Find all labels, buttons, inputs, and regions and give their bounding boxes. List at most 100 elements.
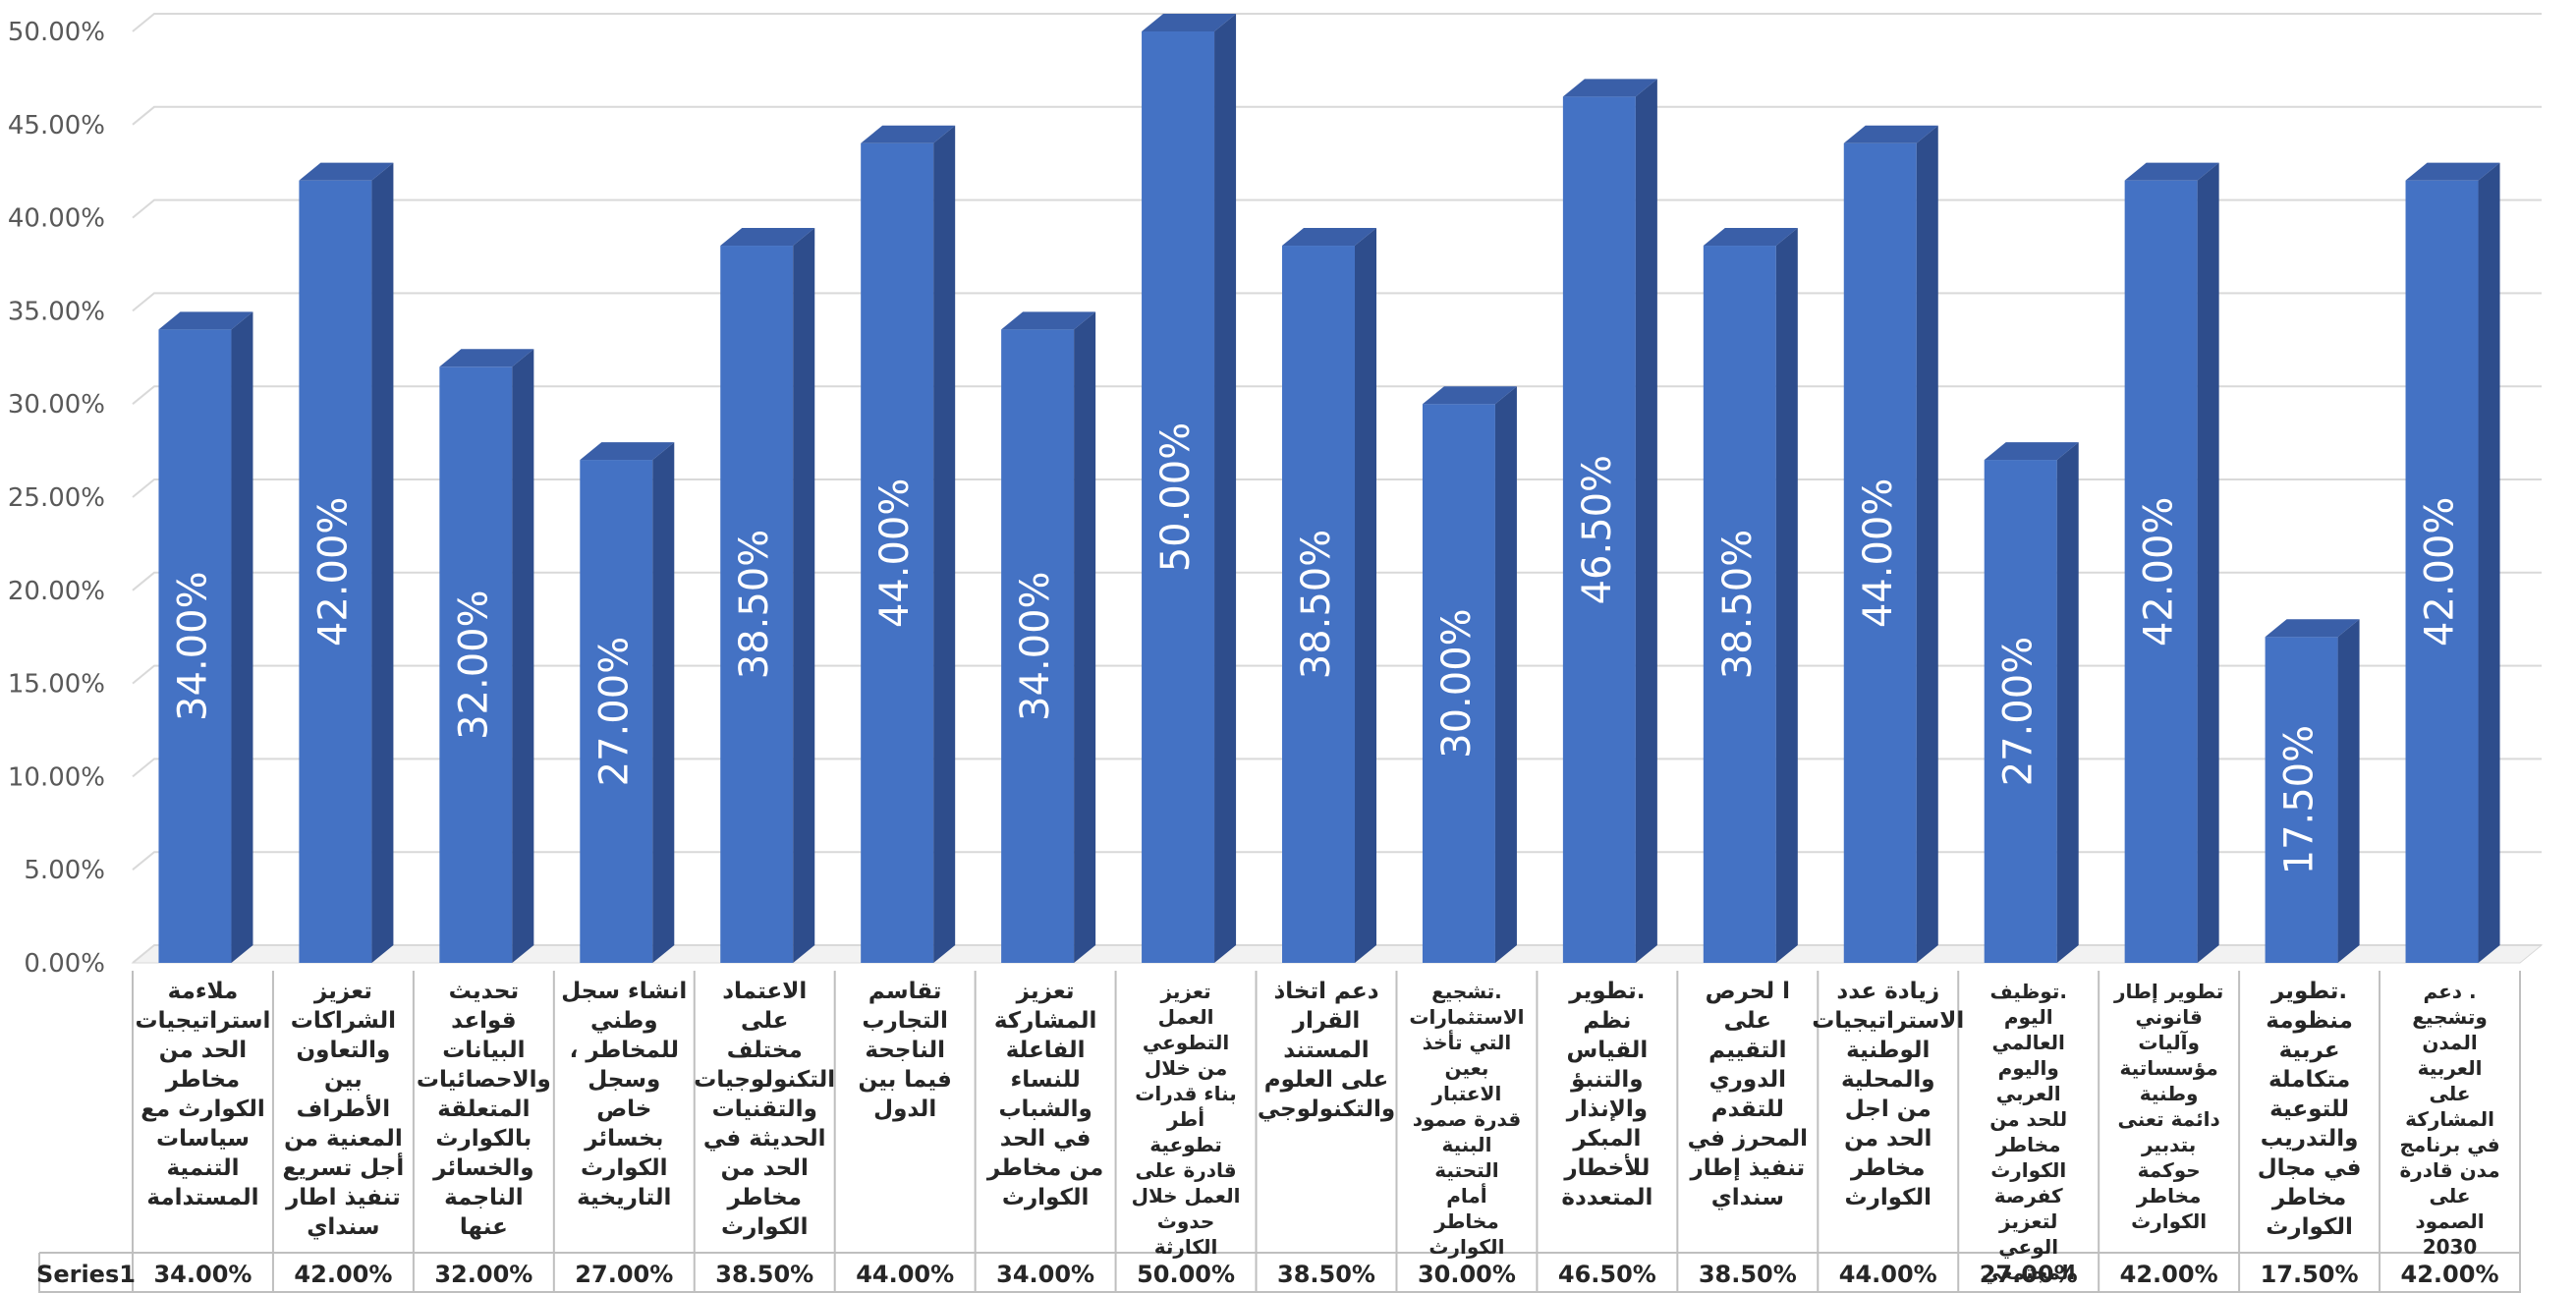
bar-top: [1142, 14, 1237, 31]
bar-side: [231, 311, 253, 963]
bar: [1001, 329, 1075, 963]
y-tick-label: 40.00%: [8, 204, 105, 234]
data-label: 17.50%: [2277, 725, 2323, 875]
bar-top: [299, 162, 394, 181]
data-label: 27.00%: [591, 637, 637, 787]
bar: [1422, 404, 1495, 963]
y-tick-label: 0.00%: [24, 949, 105, 979]
gridline: [132, 105, 2542, 126]
category-label: تطوير إطار قانوني وآليات مؤسساتية وطنية دائمة…: [2113, 980, 2223, 1233]
category-label: تعزيز الشراكات والتعاون بين الأطراف المعنية م…: [283, 979, 405, 1240]
bar-top: [720, 228, 815, 247]
table-value: 44.00%: [1839, 1261, 1937, 1288]
bar: [1843, 142, 1917, 963]
category-label: .تشجيع الاستثمارات التي تأخذ بعين الاعتبار قد…: [1409, 980, 1524, 1259]
data-label: 42.00%: [2137, 497, 2182, 647]
bar-top: [1984, 442, 2079, 461]
category-label: تعزيز العمل التطوعي من خلال بناء قدرات أطر تطو…: [1132, 980, 1241, 1259]
gridline: [132, 198, 2542, 219]
bar: [2124, 180, 2198, 963]
category-label: .تطوير منظومة عربية متكاملة للتوعية والتدريب ف…: [2258, 979, 2362, 1240]
data-label: 38.50%: [1294, 530, 1339, 680]
table-value: 38.50%: [1277, 1261, 1375, 1288]
table-value: 42.00%: [2120, 1261, 2218, 1288]
category-label: ا لحرص على التقييم الدوري للتقدم المحرز في تنف…: [1688, 979, 1808, 1210]
bar-top: [1843, 125, 1938, 143]
bar-side: [371, 162, 394, 963]
data-label: 34.00%: [1013, 571, 1058, 721]
table-value: 44.00%: [856, 1261, 954, 1288]
bar-top: [1703, 228, 1798, 247]
bar: [158, 329, 232, 963]
bar-side: [1074, 311, 1096, 963]
category-label: .توظيف اليوم العالمي واليوم العربي للحد من مخا…: [1982, 980, 2075, 1285]
table-value: 50.00%: [1137, 1261, 1235, 1288]
bar-side: [1775, 228, 1798, 964]
table-value: 34.00%: [153, 1261, 252, 1288]
bar-side: [512, 349, 534, 963]
y-tick-label: 45.00%: [8, 111, 105, 141]
data-label: 46.50%: [1575, 455, 1620, 605]
bar-side: [1916, 125, 1938, 963]
bar-top: [1422, 386, 1517, 405]
bar-top: [2405, 162, 2500, 181]
bar-side: [1635, 79, 1657, 964]
data-label: 42.00%: [310, 497, 356, 647]
bar-top: [861, 125, 956, 143]
table-value: 42.00%: [2401, 1261, 2499, 1288]
data-label: 44.00%: [872, 478, 918, 629]
bar-top: [439, 349, 534, 367]
bar-side: [2337, 619, 2360, 963]
bar-side: [2056, 442, 2079, 964]
bar: [1142, 31, 1215, 963]
y-tick-label: 25.00%: [8, 483, 105, 513]
table-value: 34.00%: [996, 1261, 1094, 1288]
bar-side: [2197, 162, 2219, 963]
y-tick-label: 35.00%: [8, 297, 105, 326]
data-label: 30.00%: [1434, 608, 1480, 759]
category-label: انشاء سجل وطني للمخاطر ، وسجل خاص بخسائر الكوا…: [561, 979, 687, 1210]
data-label: 27.00%: [1996, 637, 2042, 787]
category-label: دعم اتخاذ القرار المستند على العلوم والتكنول…: [1258, 979, 1395, 1122]
bar: [1984, 460, 2057, 963]
data-label: 38.50%: [1715, 530, 1761, 680]
bar-top: [2124, 162, 2219, 181]
bar: [720, 246, 794, 964]
y-tick-label: 15.00%: [8, 670, 105, 700]
table-value: 30.00%: [1418, 1261, 1516, 1288]
bar-side: [1214, 14, 1237, 963]
bar-side: [933, 125, 956, 963]
bar-top: [1282, 228, 1376, 247]
bar-side: [793, 228, 815, 964]
data-label: 42.00%: [2418, 497, 2463, 647]
table-value: 38.50%: [715, 1261, 813, 1288]
bar: [2265, 637, 2338, 963]
bar: [1703, 246, 1776, 964]
bar-top: [1001, 311, 1096, 330]
category-label: الاعتماد على مختلف التكنولوجيات والتقنيات الح…: [694, 979, 835, 1240]
bar: [1282, 246, 1355, 964]
y-tick-label: 30.00%: [8, 390, 105, 420]
bar-side: [1494, 386, 1517, 963]
y-tick-label: 50.00%: [8, 18, 105, 47]
table-value: 32.00%: [434, 1261, 532, 1288]
bar: [1562, 96, 1636, 964]
y-tick-label: 5.00%: [24, 856, 105, 885]
bar: [299, 180, 372, 963]
gridline: [132, 13, 2542, 32]
data-label: 34.00%: [170, 571, 215, 721]
category-label: تقاسم التجارب الناجحة فيما بين الدول: [859, 979, 952, 1122]
bar: [439, 366, 513, 963]
bar-top: [1562, 79, 1657, 97]
data-label: 38.50%: [732, 530, 777, 680]
bar-top: [2265, 619, 2360, 638]
y-tick-label: 10.00%: [8, 762, 105, 792]
bar: [580, 460, 653, 963]
y-tick-label: 20.00%: [8, 577, 105, 606]
bar: [2405, 180, 2479, 963]
category-label: تعزيز المشاركة الفاعلة للنساء والشباب في الحد…: [986, 979, 1103, 1210]
category-label: ملاءمة استراتيجيات الحد من مخاطر الكوارث مع س…: [136, 979, 271, 1210]
table-value: 42.00%: [294, 1261, 392, 1288]
bar-side: [652, 442, 675, 964]
